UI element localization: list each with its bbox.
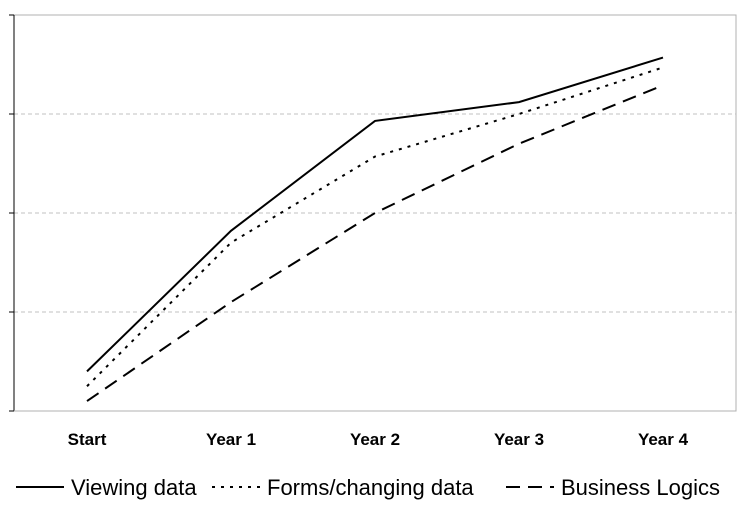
series-line-viewing-data <box>86 56 664 373</box>
legend-label-forms-changing-data: Forms/changing data <box>267 475 474 500</box>
x-tick-label-start: Start <box>68 430 107 449</box>
y-axis <box>9 14 15 412</box>
grid-lines <box>14 113 736 313</box>
legend-label-business-logics: Business Logics <box>561 475 720 500</box>
legend-item-business-logics: Business Logics <box>506 475 720 500</box>
x-tick-label-year-1: Year 1 <box>206 430 256 449</box>
legend-label-viewing-data: Viewing data <box>71 475 197 500</box>
x-tick-labels: Start Year 1 Year 2 Year 3 Year 4 <box>68 430 689 449</box>
series-line-business-logics <box>86 84 664 402</box>
legend-item-viewing-data: Viewing data <box>16 475 197 500</box>
legend-item-forms-changing-data: Forms/changing data <box>212 475 474 500</box>
x-tick-label-year-2: Year 2 <box>350 430 400 449</box>
plot-area <box>9 14 737 412</box>
legend: Viewing data Forms/changing data Busines… <box>16 475 720 500</box>
series-line-forms-changing-data <box>86 66 664 387</box>
x-tick-label-year-4: Year 4 <box>638 430 689 449</box>
x-tick-label-year-3: Year 3 <box>494 430 544 449</box>
series-layer <box>86 56 664 402</box>
